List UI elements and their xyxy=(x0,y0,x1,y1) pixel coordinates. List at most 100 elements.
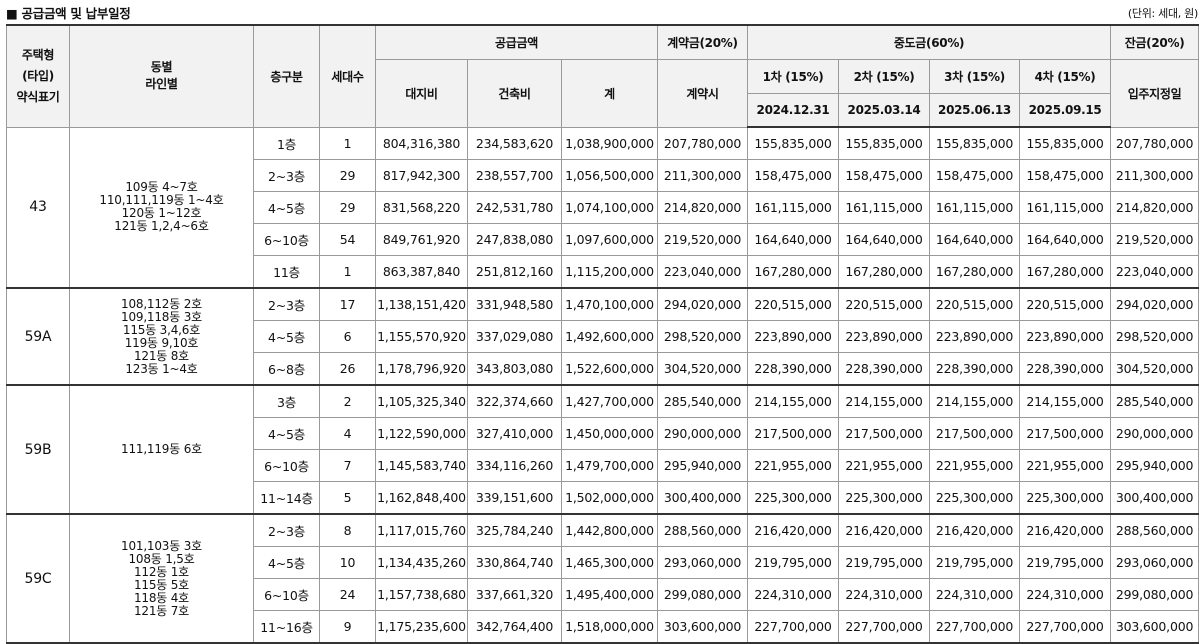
balance-cell: 299,080,000 xyxy=(1110,578,1200,611)
floor-cell: 6~8층 xyxy=(253,352,320,386)
land-cell: 1,145,583,740 xyxy=(375,449,468,482)
m2-cell: 158,475,000 xyxy=(838,159,930,192)
households-cell: 29 xyxy=(319,191,376,224)
m4-cell: 219,795,000 xyxy=(1018,546,1112,579)
col-m1: 1차 (15%) xyxy=(747,58,839,94)
col-land: 대지비 xyxy=(375,58,468,128)
m3-cell: 217,500,000 xyxy=(929,417,1020,450)
table-row: 4~5층 4 1,122,590,000 327,410,000 1,450,000,0… xyxy=(7,417,1200,450)
m2-cell: 216,420,000 xyxy=(838,513,930,547)
m4-cell: 221,955,000 xyxy=(1018,449,1112,482)
m1-cell: 225,300,000 xyxy=(747,481,839,515)
deposit-cell: 207,780,000 xyxy=(657,126,748,160)
floor-cell: 2~3층 xyxy=(253,287,320,321)
floor-cell: 4~5층 xyxy=(253,546,320,579)
m2-cell: 221,955,000 xyxy=(838,449,930,482)
balance-cell: 300,400,000 xyxy=(1110,481,1200,515)
m2-cell: 228,390,000 xyxy=(838,352,930,386)
total-cell: 1,518,000,000 xyxy=(561,610,658,644)
type-cell: 43 xyxy=(6,126,70,289)
total-cell: 1,465,300,000 xyxy=(561,546,658,579)
deposit-cell: 293,060,000 xyxy=(657,546,748,579)
unit-note: (단위: 세대, 원) xyxy=(1127,7,1198,20)
page-header: ■ 공급금액 및 납부일정 (단위: 세대, 원) xyxy=(0,0,1202,24)
households-cell: 10 xyxy=(319,546,376,579)
land-cell: 1,178,796,920 xyxy=(375,352,468,386)
m4-cell: 227,700,000 xyxy=(1018,610,1112,644)
line-entry: 109,118동 3호 xyxy=(121,309,202,324)
households-cell: 17 xyxy=(319,287,376,321)
deposit-cell: 285,540,000 xyxy=(657,384,748,418)
balance-cell: 290,000,000 xyxy=(1110,417,1200,450)
households-cell: 1 xyxy=(319,126,376,160)
table-body: 43 109동 4~7호 110,111,119동 1~4호 120동 1~12호 12… xyxy=(6,126,1200,644)
line-entry: 108,112동 2호 xyxy=(121,296,202,311)
m3-cell: 225,300,000 xyxy=(929,481,1020,515)
line-entry: 120동 1~12호 xyxy=(121,206,202,221)
deposit-cell: 211,300,000 xyxy=(657,159,748,192)
balance-cell: 288,560,000 xyxy=(1110,513,1200,547)
col-balance-sub: 입주지정일 xyxy=(1110,58,1200,128)
deposit-cell: 290,000,000 xyxy=(657,417,748,450)
total-cell: 1,074,100,000 xyxy=(561,191,658,224)
building-cell: 337,029,080 xyxy=(467,320,562,353)
m3-cell: 167,280,000 xyxy=(929,255,1020,289)
col-type: 주택형 (타입) 약식표기 xyxy=(6,24,70,128)
table-row: 4~5층 10 1,134,435,260 330,864,740 1,465,300,… xyxy=(7,546,1200,579)
m4-cell: 228,390,000 xyxy=(1018,352,1112,386)
m3-cell: 227,700,000 xyxy=(929,610,1020,644)
land-cell: 1,175,235,600 xyxy=(375,610,468,644)
m2-cell: 217,500,000 xyxy=(838,417,930,450)
balance-cell: 211,300,000 xyxy=(1110,159,1200,192)
m2-cell: 219,795,000 xyxy=(838,546,930,579)
building-cell: 343,803,080 xyxy=(467,352,562,386)
total-cell: 1,115,200,000 xyxy=(561,255,658,289)
building-cell: 238,557,700 xyxy=(467,159,562,192)
deposit-cell: 214,820,000 xyxy=(657,191,748,224)
floor-cell: 6~10층 xyxy=(253,578,320,611)
line-entry: 121동 1,2,4~6호 xyxy=(114,219,209,234)
total-cell: 1,450,000,000 xyxy=(561,417,658,450)
deposit-cell: 300,400,000 xyxy=(657,481,748,515)
m3-cell: 155,835,000 xyxy=(929,126,1020,160)
m1-cell: 155,835,000 xyxy=(747,126,839,160)
households-cell: 8 xyxy=(319,513,376,547)
m1-cell: 214,155,000 xyxy=(747,384,839,418)
deposit-cell: 304,520,000 xyxy=(657,352,748,386)
total-cell: 1,442,800,000 xyxy=(561,513,658,547)
col-households: 세대수 xyxy=(319,24,376,128)
m4-cell: 161,115,000 xyxy=(1018,191,1112,224)
balance-cell: 304,520,000 xyxy=(1110,352,1200,386)
line-entry: 121동 7호 xyxy=(133,603,190,618)
floor-cell: 11층 xyxy=(253,255,320,289)
building-cell: 251,812,160 xyxy=(467,255,562,289)
line-entry: 123동 1~4호 xyxy=(125,361,198,376)
table-row: 6~10층 7 1,145,583,740 334,116,260 1,479,700,… xyxy=(7,449,1200,482)
m2-cell: 220,515,000 xyxy=(838,287,930,321)
line-entry: 118동 4호 xyxy=(133,590,190,605)
building-cell: 339,151,600 xyxy=(467,481,562,515)
line-entry: 111,119동 6호 xyxy=(121,442,202,456)
deposit-cell: 294,020,000 xyxy=(657,287,748,321)
balance-cell: 214,820,000 xyxy=(1110,191,1200,224)
col-m1-date: 2024.12.31 xyxy=(747,92,839,128)
m1-cell: 221,955,000 xyxy=(747,449,839,482)
floor-cell: 6~10층 xyxy=(253,449,320,482)
building-cell: 330,864,740 xyxy=(467,546,562,579)
table-row: 59C 101,103동 3호 108동 1,5호 112동 1호 115동 5호 118… xyxy=(6,513,1200,644)
balance-cell: 285,540,000 xyxy=(1110,384,1200,418)
balance-cell: 295,940,000 xyxy=(1110,449,1200,482)
total-cell: 1,097,600,000 xyxy=(561,223,658,256)
households-cell: 6 xyxy=(319,320,376,353)
col-building: 건축비 xyxy=(467,58,562,128)
m4-cell: 223,890,000 xyxy=(1018,320,1112,353)
col-m2-date: 2025.03.14 xyxy=(838,92,930,128)
line-entry: 121동 8호 xyxy=(133,348,190,363)
col-m3: 3차 (15%) xyxy=(929,58,1020,94)
total-cell: 1,479,700,000 xyxy=(561,449,658,482)
building-cell: 322,374,660 xyxy=(467,384,562,418)
table-row: 6~10층 54 849,761,920 247,838,080 1,097,600,0… xyxy=(7,223,1200,256)
type-cell: 59A xyxy=(6,287,70,386)
balance-cell: 294,020,000 xyxy=(1110,287,1200,321)
col-m3-date: 2025.06.13 xyxy=(929,92,1020,128)
